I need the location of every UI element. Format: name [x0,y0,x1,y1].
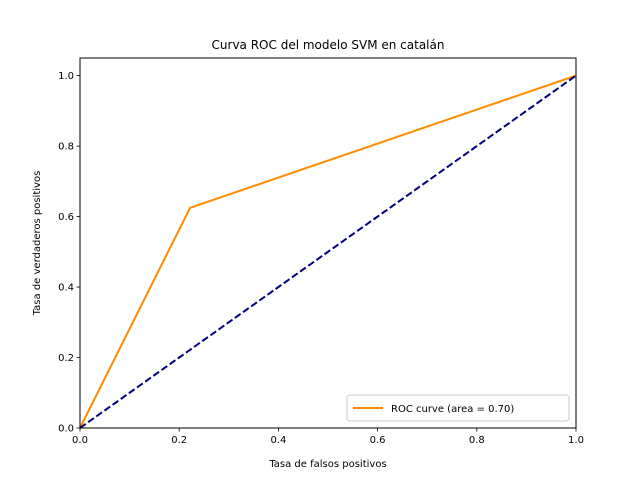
x-tick-label: 0.8 [469,435,485,446]
ticks-layer: 0.0 0.2 0.4 0.6 0.8 1.0 0.0 0.2 0.4 0.6 0.8 1.0 [58,71,584,446]
roc-curve-line [79,74,577,429]
x-tick-label: 1.0 [568,435,584,446]
y-axis-label: Tasa de verdaderos positivos [32,171,43,317]
y-tick-label: 0.2 [58,353,74,364]
plot-frame [79,57,577,429]
y-tick-label: 0.0 [58,424,74,435]
y-tick-label: 0.8 [58,142,74,153]
x-tick-label: 0.2 [171,435,187,446]
legend-label: ROC curve (area = 0.70) [391,404,514,415]
y-tick-label: 0.6 [58,212,74,223]
legend: ROC curve (area = 0.70) [346,394,570,422]
series-layer [79,74,577,429]
x-tick-label: 0.6 [370,435,386,446]
x-tick-label: 0.0 [72,435,88,446]
y-tick-label: 1.0 [58,71,74,82]
legend-box [346,394,570,422]
x-tick-label: 0.4 [270,435,286,446]
x-axis-label: Tasa de falsos positivos [268,459,386,470]
chart-title: Curva ROC del modelo SVM en catalán [212,38,445,52]
y-tick-label: 0.4 [58,283,74,294]
chance-diagonal-line [79,74,577,429]
